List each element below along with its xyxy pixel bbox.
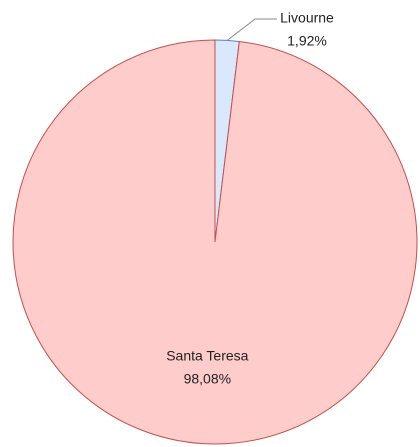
slice-label: Livourne — [280, 10, 334, 26]
slice-label: Santa Teresa — [166, 348, 248, 364]
leader-line — [226, 18, 277, 41]
slice-value-label: 1,92% — [287, 33, 327, 49]
pie-slice — [12, 39, 418, 445]
slice-value-label: 98,08% — [184, 371, 231, 387]
